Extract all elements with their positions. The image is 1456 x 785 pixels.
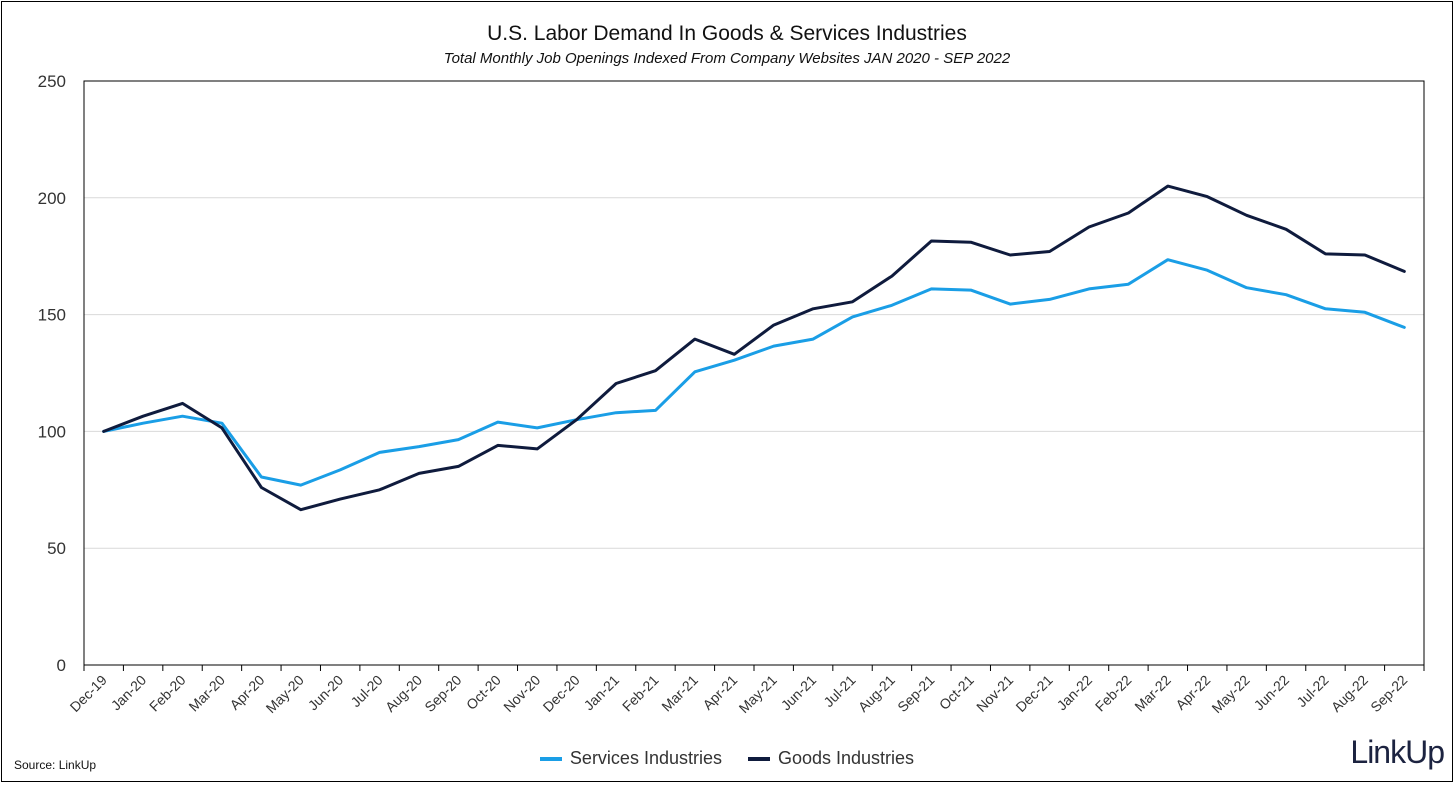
- x-tick-label: Aug-22: [1328, 672, 1371, 715]
- y-tick-label: 250: [38, 72, 66, 91]
- x-axis-ticks: Dec-19Jan-20Feb-20Mar-20Apr-20May-20Jun-…: [67, 665, 1425, 716]
- x-tick-label: Apr-20: [226, 672, 267, 713]
- x-tick-label: Jul-20: [347, 672, 385, 710]
- series-lines: [102, 184, 1406, 512]
- plot-area-border: [83, 80, 1425, 666]
- x-tick-label: Dec-21: [1012, 672, 1055, 715]
- x-tick-label: May-21: [736, 672, 780, 716]
- legend-item-goods: Goods Industries: [747, 748, 915, 769]
- x-tick-label: Sep-21: [894, 672, 937, 715]
- x-tick-label: Dec-20: [540, 672, 583, 715]
- legend-label-goods: Goods Industries: [777, 748, 915, 768]
- x-tick-label: Mar-20: [185, 672, 228, 715]
- x-tick-label: Jun-22: [1251, 672, 1293, 714]
- x-tick-label: Oct-20: [463, 672, 504, 713]
- chart-title: U.S. Labor Demand In Goods & Services In…: [487, 22, 967, 45]
- x-tick-label: Jul-22: [1293, 672, 1331, 710]
- x-tick-label: Nov-21: [973, 672, 1016, 715]
- y-axis-ticks: 0 50 100 150 200 250: [38, 72, 66, 675]
- x-tick-label: Nov-20: [500, 672, 543, 715]
- x-tick-label: Mar-21: [658, 672, 701, 715]
- source-note: Source: LinkUp: [14, 758, 97, 772]
- legend-label-services: Services Industries: [569, 748, 722, 768]
- x-tick-label: Jun-20: [305, 672, 347, 714]
- x-tick-label: Aug-20: [382, 672, 425, 715]
- brand-logo: LinkUp: [1350, 734, 1445, 770]
- chart-subtitle: Total Monthly Job Openings Indexed From …: [443, 50, 1011, 67]
- x-tick-label: Feb-21: [619, 672, 662, 715]
- x-tick-label: Feb-22: [1092, 672, 1135, 715]
- x-tick-label: May-20: [263, 672, 307, 716]
- series-line-services-industries: [102, 258, 1406, 487]
- y-tick-label: 200: [38, 189, 66, 208]
- x-tick-label: Jan-21: [581, 672, 623, 714]
- x-tick-label: Sep-22: [1367, 672, 1410, 715]
- gridlines: [84, 80, 1424, 549]
- legend: Services Industries Goods Industries: [0, 748, 1454, 769]
- x-tick-label: Jul-21: [820, 672, 858, 710]
- y-tick-label: 150: [38, 306, 66, 325]
- x-tick-label: Jan-22: [1054, 672, 1096, 714]
- y-tick-label: 100: [38, 422, 66, 441]
- y-tick-label: 50: [47, 539, 66, 558]
- x-tick-label: Sep-20: [421, 672, 464, 715]
- x-tick-label: Oct-21: [936, 672, 977, 713]
- x-tick-label: Dec-19: [67, 672, 110, 715]
- x-tick-label: Apr-21: [699, 672, 740, 713]
- y-tick-label: 0: [57, 656, 66, 675]
- x-tick-label: May-22: [1208, 672, 1252, 716]
- x-tick-label: Mar-22: [1131, 672, 1174, 715]
- x-tick-label: Jun-21: [778, 672, 820, 714]
- x-tick-label: Apr-22: [1172, 672, 1213, 713]
- x-tick-label: Aug-21: [855, 672, 898, 715]
- legend-swatch-services: [539, 756, 562, 761]
- x-tick-label: Feb-20: [146, 672, 189, 715]
- axes: [83, 80, 1425, 666]
- x-tick-label: Jan-20: [108, 672, 150, 714]
- series-line-goods-industries: [102, 184, 1406, 512]
- legend-swatch-goods: [747, 756, 770, 761]
- legend-item-services: Services Industries: [539, 748, 722, 769]
